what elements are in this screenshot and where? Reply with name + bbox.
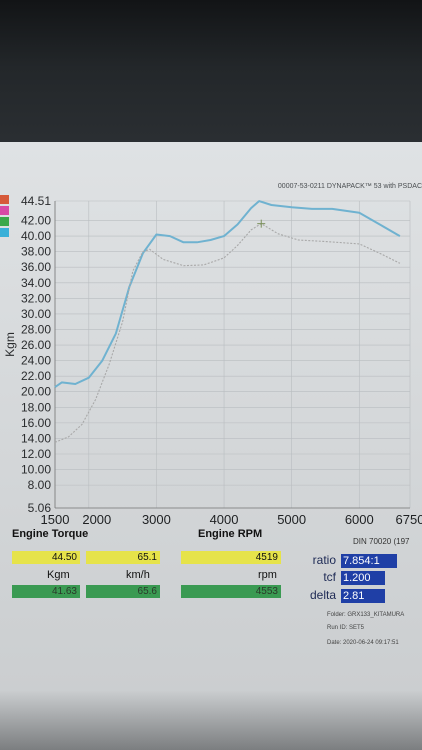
legend-swatch-1 bbox=[0, 195, 9, 204]
y-tick-label: 32.00 bbox=[21, 291, 51, 305]
y-tick-label: 24.00 bbox=[21, 354, 51, 368]
tcf-value: 1.200 bbox=[341, 571, 385, 585]
y-tick-label: 26.00 bbox=[21, 338, 51, 352]
ratio-label: ratio bbox=[312, 553, 336, 567]
torque-curve-previous bbox=[54, 223, 401, 443]
x-tick-label: 5000 bbox=[277, 512, 306, 527]
y-tick-label: 20.00 bbox=[21, 385, 51, 399]
din-standard-label: DIN 70020 (197 bbox=[353, 537, 410, 546]
x-tick-label: 2000 bbox=[82, 512, 111, 527]
x-tick-label: 1500 bbox=[41, 512, 70, 527]
tcf-label: tcf bbox=[323, 570, 336, 584]
delta-label: delta bbox=[309, 588, 336, 602]
torque-unit-label: Kgm bbox=[47, 569, 70, 581]
y-tick-label: 40.00 bbox=[21, 229, 51, 243]
x-tick-label: 4000 bbox=[210, 512, 239, 527]
speed-lower-box: 65.6 bbox=[86, 585, 160, 598]
y-tick-label: 14.00 bbox=[21, 431, 51, 445]
y-tick-label: 5.06 bbox=[28, 501, 52, 515]
legend-swatch-3 bbox=[0, 217, 9, 226]
background-desk bbox=[0, 0, 422, 150]
y-tick-label: 18.00 bbox=[21, 400, 51, 414]
run-id-meta: Run ID: SET5 bbox=[327, 625, 365, 631]
y-tick-label: 10.00 bbox=[21, 463, 51, 477]
y-tick-label: 16.00 bbox=[21, 416, 51, 430]
x-tick-label: 3000 bbox=[142, 512, 171, 527]
engine-rpm-title: Engine RPM bbox=[198, 528, 263, 540]
folder-meta: Folder: GRX133_KITAMURA bbox=[327, 612, 405, 618]
torque-value-box: 44.50 bbox=[12, 551, 80, 564]
y-tick-label: 42.00 bbox=[21, 214, 51, 228]
delta-value: 2.81 bbox=[341, 589, 385, 603]
rpm-value-box: 4519 bbox=[181, 551, 281, 564]
ratio-value: 7.854:1 bbox=[341, 554, 397, 568]
y-tick-label: 36.00 bbox=[21, 260, 51, 274]
dyno-header-title: 00007-53-0211 DYNAPACK™ 53 with PSDAC bbox=[277, 183, 422, 190]
date-meta: Date: 2020-06-24 09:17:51 bbox=[327, 640, 399, 646]
y-tick-label: 12.00 bbox=[21, 447, 51, 461]
legend-color-stack bbox=[0, 195, 9, 239]
torque-lower-box: 41.63 bbox=[12, 585, 80, 598]
legend-swatch-4 bbox=[0, 228, 9, 237]
y-tick-label: 44.51 bbox=[21, 194, 51, 208]
y-tick-label: 28.00 bbox=[21, 322, 51, 336]
legend-swatch-2 bbox=[0, 206, 9, 215]
rpm-unit-label: rpm bbox=[258, 569, 277, 581]
rpm-lower-box: 4553 bbox=[181, 585, 281, 598]
torque-curve-current bbox=[54, 200, 401, 388]
y-tick-label: 8.00 bbox=[28, 478, 52, 492]
x-tick-label: 6000 bbox=[345, 512, 374, 527]
speed-value-box: 65.1 bbox=[86, 551, 160, 564]
x-tick-label: 6750 bbox=[396, 512, 422, 527]
y-tick-label: 34.00 bbox=[21, 276, 51, 290]
y-tick-label: 30.00 bbox=[21, 307, 51, 321]
y-tick-label: 38.00 bbox=[21, 245, 51, 259]
engine-torque-title: Engine Torque bbox=[12, 528, 89, 540]
y-axis-label: Kgm bbox=[3, 332, 17, 357]
y-tick-label: 22.00 bbox=[21, 369, 51, 383]
speed-unit-label: km/h bbox=[126, 569, 150, 581]
